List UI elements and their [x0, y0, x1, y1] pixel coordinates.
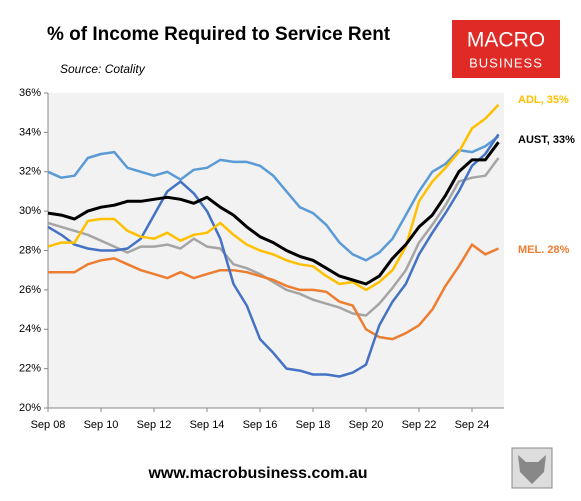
- series-label: MEL. 28%: [518, 244, 570, 256]
- logo-box: [452, 20, 560, 78]
- y-tick-label: 36%: [19, 87, 41, 99]
- y-tick-label: 24%: [19, 323, 41, 335]
- x-tick-label: Sep 24: [455, 419, 490, 431]
- logo-text: BUSINESS: [469, 55, 543, 70]
- y-tick-label: 26%: [19, 284, 41, 296]
- x-tick-label: Sep 20: [349, 419, 384, 431]
- x-tick-label: Sep 16: [243, 419, 278, 431]
- series-label: AUST, 33%: [518, 134, 575, 146]
- series-line: [47, 157, 500, 317]
- logo-text: MACRO: [467, 29, 545, 52]
- chart-title: % of Income Required to Service Rent: [47, 24, 391, 45]
- x-tick-label: Sep 10: [84, 419, 119, 431]
- x-tick-label: Sep 12: [137, 419, 172, 431]
- x-tick-label: Sep 22: [402, 419, 437, 431]
- series-label: ADL, 35%: [518, 94, 569, 106]
- icon-shape: [518, 455, 546, 484]
- series-line: [47, 141, 500, 286]
- x-tick-label: Sep 18: [296, 419, 331, 431]
- series-line: [47, 135, 500, 262]
- series-line: [47, 103, 500, 292]
- series-line: [47, 133, 500, 378]
- series-line: [48, 243, 500, 341]
- footer: www.macrobusiness.com.au: [147, 465, 367, 482]
- y-tick-label: 28%: [19, 244, 41, 256]
- y-tick-label: 32%: [19, 166, 41, 178]
- x-tick-label: Sep 08: [31, 419, 66, 431]
- logo: MACRO BUSINESS: [452, 20, 560, 78]
- y-tick-label: 20%: [19, 402, 41, 414]
- wolf-icon: [511, 447, 553, 489]
- y-tick-label: 22%: [19, 363, 41, 375]
- y-tick-label: 30%: [19, 205, 41, 217]
- chart-subtitle: Source: Cotality: [60, 62, 146, 76]
- y-tick-label: 34%: [19, 126, 41, 138]
- x-tick-label: Sep 14: [190, 419, 225, 431]
